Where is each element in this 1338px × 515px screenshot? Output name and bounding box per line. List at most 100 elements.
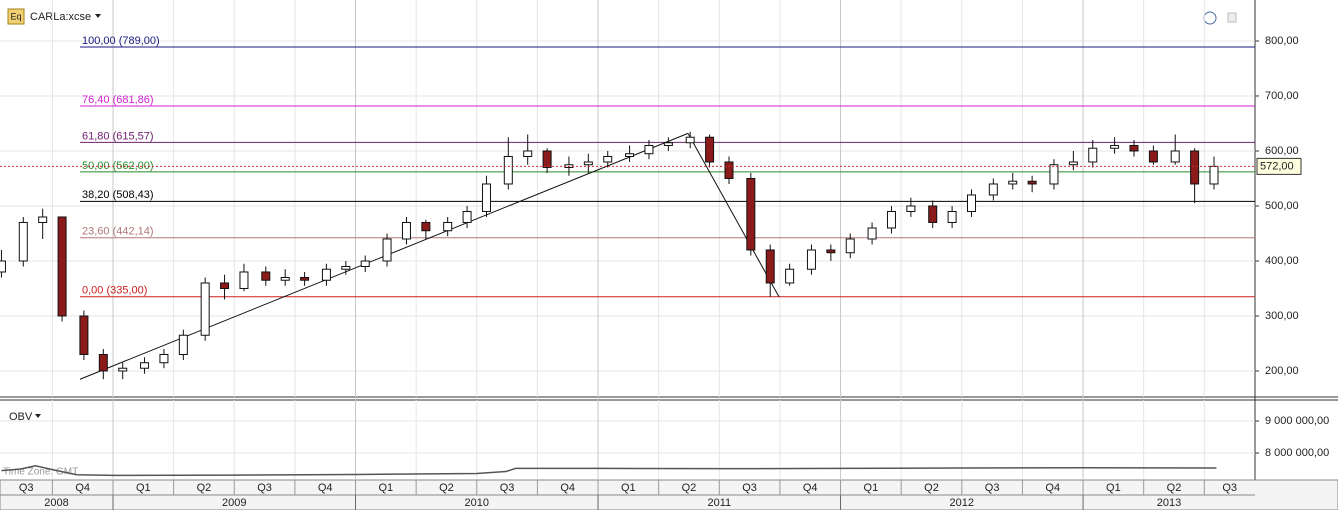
candle-body [644,144,654,155]
dropdown-arrow[interactable] [35,414,41,418]
candle-body [382,238,392,262]
candle-body [967,194,977,212]
candle-body [341,265,351,270]
x-tick-label: Q3 [500,482,515,494]
candle-body [462,210,472,223]
x-tick-label: Q4 [1045,482,1060,494]
candle-body [867,227,877,240]
timezone-label: Time Zone: GMT [3,467,78,478]
candle-body [220,282,230,289]
candle-body [886,210,896,229]
candle-body [1110,144,1120,149]
x-tick-label: Q3 [257,482,272,494]
dropdown-arrow[interactable] [95,14,101,18]
candle-body [746,177,756,251]
x-tick-label: Q2 [197,482,212,494]
x-tick-label: Q3 [742,482,757,494]
candle-body [947,210,957,223]
fib-label: 23,60 (442,14) [82,226,154,238]
y-tick-label: 600,00 [1265,145,1299,157]
x-tick-label: Q2 [439,482,454,494]
y-tick-label: 500,00 [1265,200,1299,212]
candle-body [724,161,734,179]
candle-body [261,271,271,281]
candle-body [826,249,836,254]
x-tick-label: Q1 [864,482,879,494]
x-tick-label: Q1 [1106,482,1121,494]
candle-body [360,260,370,267]
x-tick-label: Q2 [682,482,697,494]
x-tick-label: Q1 [136,482,151,494]
icon-label: Eq [10,11,21,21]
candle-body [140,362,150,369]
candle-body [845,238,855,254]
candle-body [685,136,695,144]
trendline [687,133,780,297]
year-label: 2013 [1157,497,1181,509]
candle-body [178,334,188,355]
candle-body [321,268,331,281]
candle-body [503,155,513,185]
y-tick-label: 9 000 000,00 [1265,415,1329,427]
fib-label: 0,00 (335,00) [82,285,147,297]
y-tick-label: 200,00 [1265,365,1299,377]
candle-body [625,153,635,157]
x-tick-label: Q2 [1167,482,1182,494]
y-tick-label: 400,00 [1265,255,1299,267]
x-tick-label: Q1 [621,482,636,494]
fib-label: 50,00 (562,00) [82,160,154,172]
candle-body [988,183,998,196]
candle-body [1209,165,1219,185]
candle-body [280,276,290,281]
candle-body [98,353,108,372]
candle-body [38,216,48,223]
candle-body [401,221,411,240]
last-price-label: 572,00 [1260,160,1294,172]
x-tick-label: Q4 [803,482,818,494]
candle-body [159,353,169,364]
candle-body [1027,180,1037,185]
candle-body [421,221,431,232]
candle-body [118,367,128,372]
candle-body [57,216,67,317]
year-label: 2012 [950,497,974,509]
candle-body [1008,180,1018,185]
close-icon[interactable] [1227,12,1237,23]
x-tick-label: Q2 [924,482,939,494]
x-tick-label: Q3 [985,482,1000,494]
year-label: 2008 [44,497,68,509]
candle-body [523,150,533,157]
chart-title[interactable]: CARLa:xcse [30,11,91,23]
obv-label[interactable]: OBV [9,411,33,423]
candle-body [1049,164,1059,185]
candle-body [663,142,673,146]
x-tick-label: Q1 [378,482,393,494]
candle-body [806,249,816,270]
y-tick-label: 300,00 [1265,310,1299,322]
candle-body [443,221,453,232]
year-label: 2009 [222,497,246,509]
candle-body [542,150,552,168]
axis-panel [1255,0,1338,480]
fib-label: 76,40 (681,86) [82,94,154,106]
settings-icon[interactable] [1203,11,1217,25]
candle-body [785,268,795,284]
y-tick-label: 800,00 [1265,35,1299,47]
icon [7,8,25,25]
year-label: 2010 [465,497,489,509]
candle-body [200,282,210,336]
candle-body [1148,150,1158,163]
candle-body [79,315,89,355]
year-label: 2011 [707,497,731,509]
x-tick-label: Q3 [1222,482,1237,494]
y-tick-label: 8 000 000,00 [1265,447,1329,459]
x-tick-label: Q4 [75,482,90,494]
x-tick-label: Q4 [560,482,575,494]
candle-body [583,161,593,166]
candle-body [705,136,715,163]
candle-body [1088,147,1098,163]
candle-body [603,155,613,163]
candle-body [300,276,310,281]
candle-body [1068,161,1078,166]
candle-body [1190,150,1200,185]
